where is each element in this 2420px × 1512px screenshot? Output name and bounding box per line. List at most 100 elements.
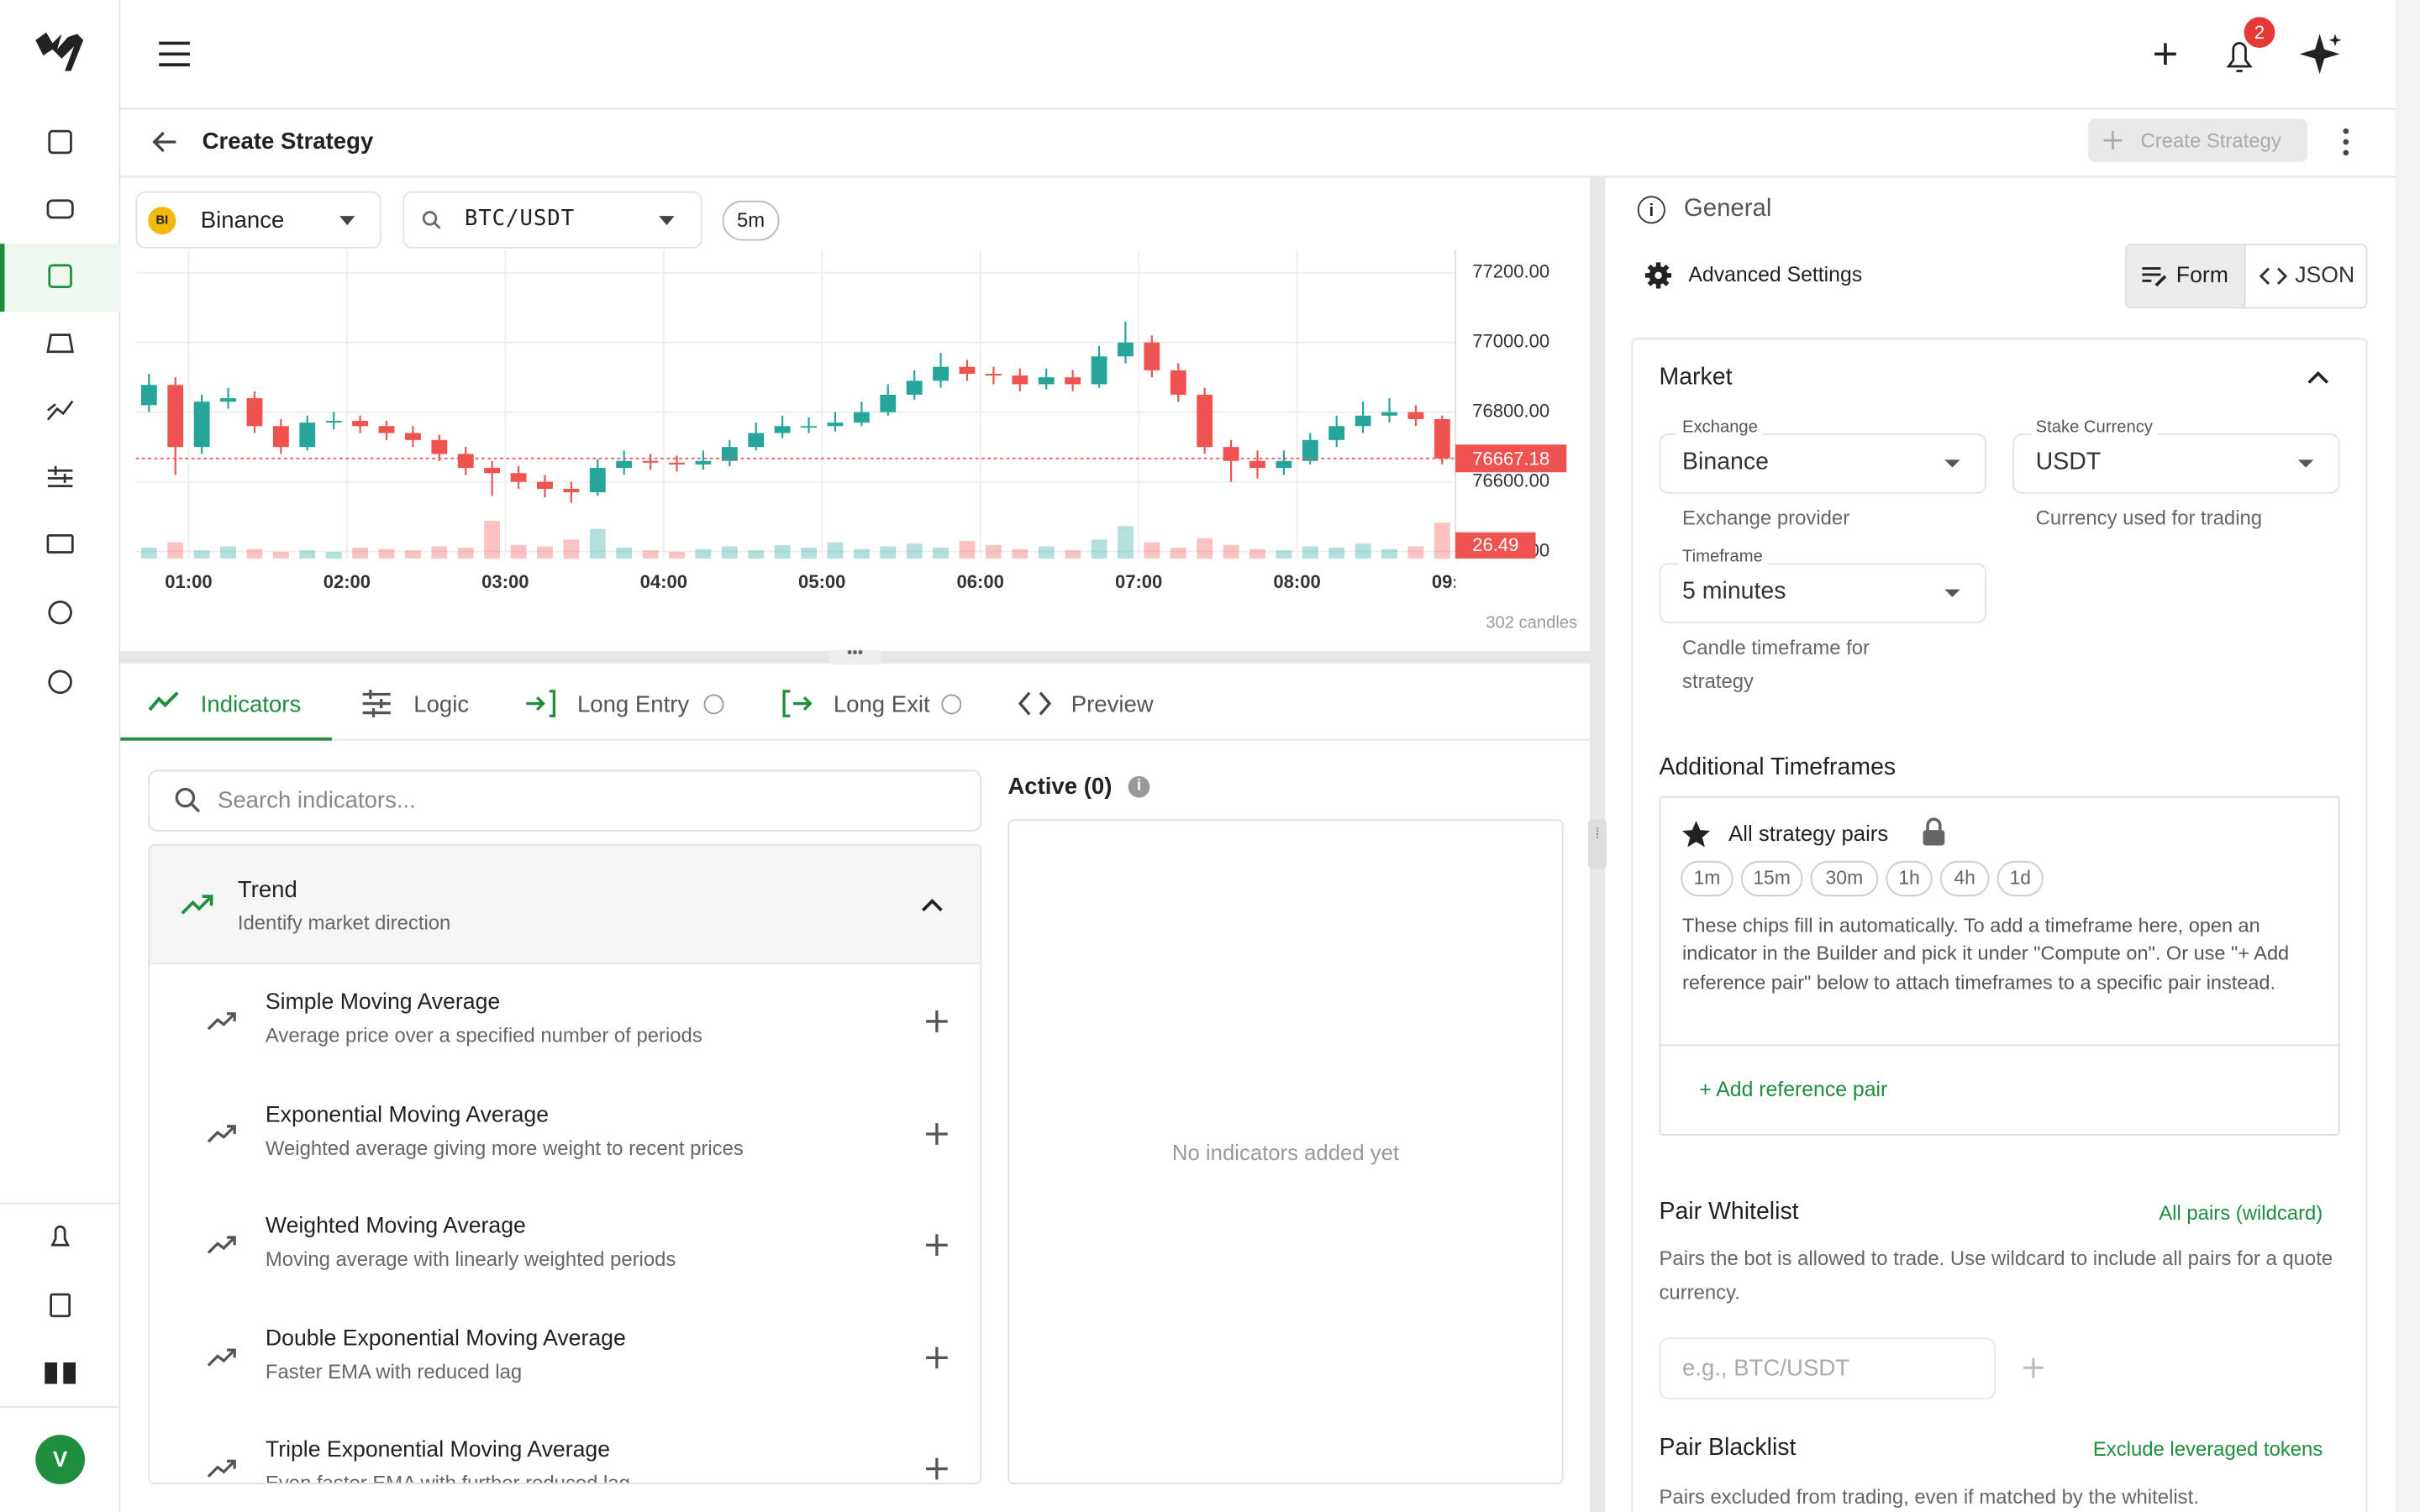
icon[interactable] (46, 400, 74, 421)
tab[interactable]: Long Exit (833, 691, 930, 719)
candle-body (193, 402, 210, 448)
add-button[interactable] (2154, 43, 2176, 66)
back-button[interactable] (150, 128, 181, 155)
tab[interactable]: Preview (1071, 691, 1154, 719)
y-tick-label: 77200.00 (1472, 261, 1549, 282)
icon[interactable] (46, 199, 74, 219)
general-heading[interactable]: General (1683, 196, 1772, 223)
indicator-description: Even faster EMA with further reduced lag (265, 1471, 630, 1484)
add-pair-button[interactable] (2022, 1356, 2045, 1379)
indicator-name: Double Exponential Moving Average (265, 1326, 626, 1352)
icon[interactable] (48, 669, 72, 695)
icon[interactable] (45, 1362, 76, 1384)
select-field[interactable] (2012, 433, 2340, 494)
volume-bar (431, 546, 448, 559)
volume-bar (959, 541, 976, 559)
form-toggle[interactable] (2127, 245, 2246, 307)
whitelist-input[interactable] (1659, 1337, 1996, 1399)
tab[interactable]: Indicators (200, 691, 302, 719)
icon[interactable] (46, 533, 74, 554)
view-toggle (2125, 244, 2368, 309)
volume-bar (272, 551, 289, 559)
tab[interactable]: Logic (413, 691, 470, 719)
info-icon[interactable]: i (1128, 775, 1150, 798)
create-button[interactable] (2088, 118, 2307, 162)
notification-badge (2244, 17, 2275, 48)
icon[interactable] (48, 600, 72, 625)
add-reference-pair[interactable]: + Add reference pair (1699, 1077, 1888, 1101)
candle-body (1328, 426, 1345, 440)
info-icon[interactable] (703, 694, 724, 715)
icon[interactable] (48, 264, 72, 289)
icon[interactable] (47, 465, 73, 487)
more-button[interactable] (2338, 125, 2354, 159)
form-icon (2142, 267, 2167, 287)
add-indicator-button[interactable] (924, 1121, 949, 1145)
indicator-search[interactable] (148, 769, 982, 832)
splitter-handle[interactable]: ••• (829, 646, 881, 665)
notifications-button[interactable] (2226, 42, 2253, 72)
exchange-badge: BI (148, 207, 176, 235)
icon[interactable] (46, 333, 74, 354)
select-field[interactable] (1659, 433, 1986, 494)
info-icon[interactable] (941, 694, 962, 715)
notification-count: 2 (2254, 22, 2265, 43)
timeframe-chip: 1m (1681, 860, 1733, 897)
add-indicator-button[interactable] (924, 1457, 949, 1481)
group-title: Trend (237, 877, 297, 904)
ai-button[interactable] (2299, 34, 2342, 75)
pair-name: BTC/USDT (464, 207, 576, 232)
timeframe-chip[interactable]: 5m (722, 200, 780, 241)
pair-select[interactable] (402, 191, 702, 249)
divider (1660, 1044, 2338, 1047)
volume-bar (589, 528, 606, 559)
volume-bar (721, 546, 738, 559)
add-indicator-button[interactable] (924, 1009, 949, 1033)
candle-body (801, 426, 817, 428)
candle-body (272, 426, 289, 448)
avatar[interactable] (35, 1435, 86, 1484)
indicator-name: Triple Exponential Moving Average (265, 1437, 611, 1463)
volume-bar (457, 548, 474, 559)
volume-bar (220, 546, 236, 559)
indicator-description: Weighted average giving more weight to r… (265, 1135, 744, 1159)
volume-bar (642, 550, 659, 559)
blacklist-action[interactable]: Exclude leveraged tokens (2092, 1436, 2323, 1461)
volume-bar (985, 544, 1002, 559)
volume-bar (167, 542, 184, 559)
icon[interactable] (50, 1293, 71, 1318)
advanced-settings[interactable]: Advanced Settings (1688, 263, 1863, 286)
field-value: Binance (1682, 449, 1769, 475)
tab-divider (120, 738, 1590, 741)
json-toggle[interactable]: JSON (2295, 264, 2355, 289)
candle-body (1355, 415, 1371, 427)
collapse-icon[interactable] (2307, 370, 2329, 385)
icon[interactable] (50, 1225, 71, 1247)
add-indicator-button[interactable] (924, 1233, 949, 1257)
splitter-handle[interactable]: ⁞ (1588, 819, 1607, 869)
sidebar (0, 0, 121, 1512)
icon[interactable] (48, 129, 72, 155)
tab[interactable]: Long Entry (576, 691, 690, 719)
caret (1944, 589, 1960, 597)
select-field[interactable] (1659, 563, 1986, 624)
blacklist-description: Pairs excluded from trading, even if mat… (1659, 1484, 2199, 1509)
candle-body (695, 460, 712, 465)
exchange-select[interactable] (135, 191, 381, 249)
tab-icon (782, 690, 813, 717)
candle-body (325, 421, 342, 423)
whitelist-wildcard[interactable]: All pairs (wildcard) (2159, 1200, 2323, 1225)
add-indicator-button[interactable] (924, 1345, 949, 1369)
menu-button[interactable] (159, 41, 190, 66)
candle-body (457, 454, 474, 469)
chart-background (135, 249, 1456, 559)
sidebar-active (0, 244, 121, 312)
candle-body (721, 447, 738, 461)
active-tab-indicator (120, 737, 332, 741)
group-header[interactable] (150, 845, 981, 964)
y-tick-label: 76800.00 (1472, 400, 1549, 421)
candle-body (563, 488, 580, 493)
candle-body (246, 398, 263, 427)
collapse-icon[interactable] (922, 898, 944, 912)
